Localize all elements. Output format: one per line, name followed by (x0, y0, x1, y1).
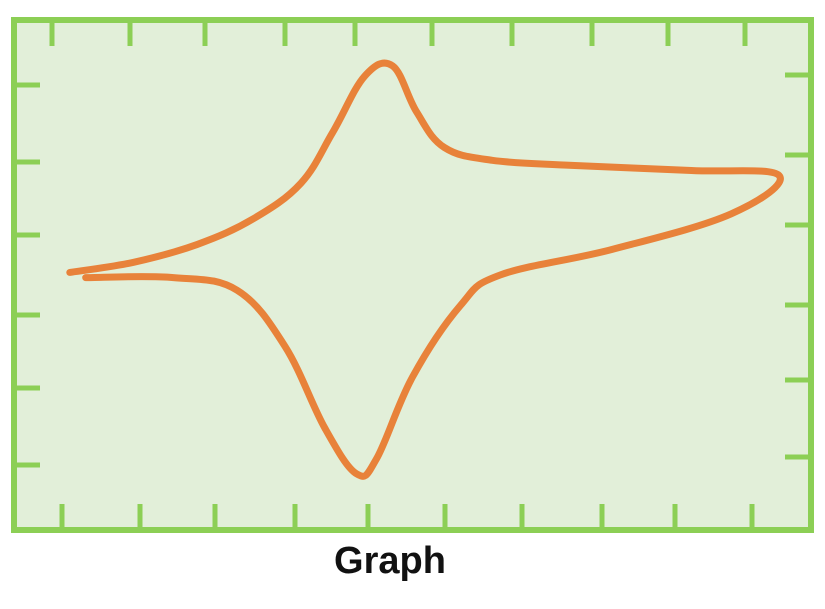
plot-frame (11, 17, 814, 533)
tick-marks (14, 20, 811, 530)
chart-caption: Graph (334, 540, 446, 582)
voltammogram-curve (66, 59, 784, 480)
plot-area (11, 17, 814, 533)
